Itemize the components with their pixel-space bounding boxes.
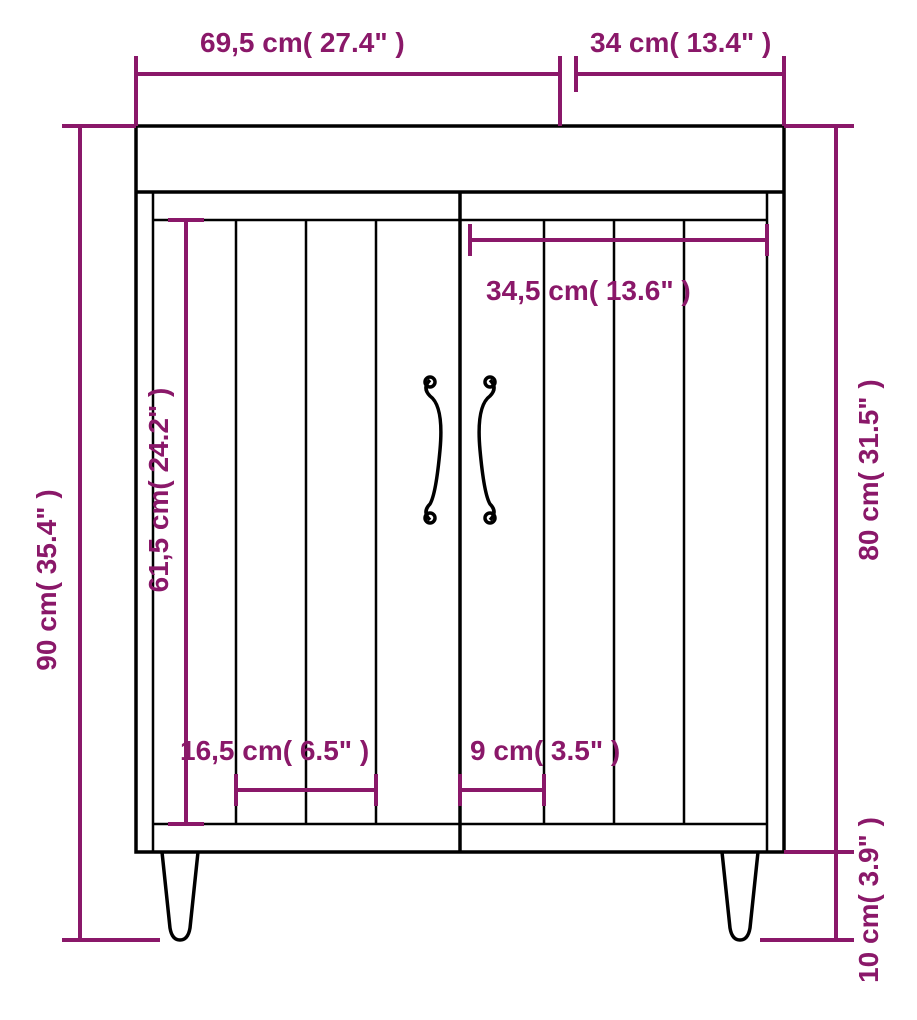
dim-total-height-label: 90 cm( 35.4" ) (31, 489, 62, 670)
cabinet-drawing (136, 126, 784, 940)
dim-body-height: 80 cm( 31.5" ) (784, 126, 884, 852)
dim-door-height-label: 61,5 cm( 24.2" ) (143, 388, 174, 593)
dim-door-width: 34,5 cm( 13.6" ) (470, 224, 767, 306)
dim-leg-height: 10 cm( 3.9" ) (760, 817, 884, 983)
dim-top-width-label: 69,5 cm( 27.4" ) (200, 27, 405, 58)
dim-total-height: 90 cm( 35.4" ) (31, 126, 160, 940)
leg-right (722, 852, 758, 940)
dim-leg-height-label: 10 cm( 3.9" ) (853, 817, 884, 983)
dim-top-depth: 34 cm( 13.4" ) (576, 27, 784, 126)
handle-left (425, 377, 441, 523)
dim-panel-width: 16,5 cm( 6.5" ) (180, 735, 376, 806)
dim-body-height-label: 80 cm( 31.5" ) (853, 379, 884, 560)
handle-right (479, 377, 495, 523)
dim-top-width: 69,5 cm( 27.4" ) (136, 27, 560, 126)
dim-door-width-label: 34,5 cm( 13.6" ) (486, 275, 691, 306)
dim-gap-width-label: 9 cm( 3.5" ) (470, 735, 620, 766)
leg-left (162, 852, 198, 940)
dim-gap-width: 9 cm( 3.5" ) (460, 735, 620, 806)
dim-panel-width-label: 16,5 cm( 6.5" ) (180, 735, 369, 766)
dim-top-depth-label: 34 cm( 13.4" ) (590, 27, 771, 58)
